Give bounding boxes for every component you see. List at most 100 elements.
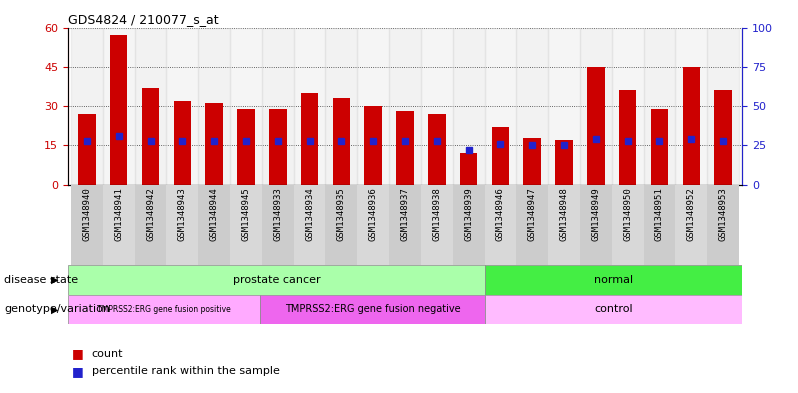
Text: ▶: ▶ — [51, 304, 58, 314]
Bar — [460, 153, 477, 185]
Bar — [612, 185, 643, 265]
Text: normal: normal — [595, 275, 634, 285]
Bar — [523, 138, 541, 185]
Text: GSM1348949: GSM1348949 — [591, 187, 600, 241]
Bar — [68, 295, 260, 324]
Bar — [580, 28, 612, 185]
Bar — [260, 295, 485, 324]
Bar — [174, 101, 191, 185]
Text: count: count — [92, 349, 123, 359]
Bar — [492, 127, 509, 185]
Bar — [167, 185, 198, 265]
Bar — [675, 185, 707, 265]
Text: TMPRSS2:ERG gene fusion negative: TMPRSS2:ERG gene fusion negative — [285, 305, 460, 314]
Bar — [294, 185, 326, 265]
Bar — [71, 185, 103, 265]
Bar — [358, 185, 389, 265]
Text: GSM1348935: GSM1348935 — [337, 187, 346, 241]
Text: GSM1348944: GSM1348944 — [210, 187, 219, 241]
Text: GSM1348945: GSM1348945 — [242, 187, 251, 241]
Bar — [269, 109, 286, 185]
Text: GSM1348936: GSM1348936 — [369, 187, 377, 241]
Bar — [198, 185, 230, 265]
Text: control: control — [595, 305, 633, 314]
Text: GSM1348947: GSM1348947 — [527, 187, 537, 241]
Bar — [619, 90, 636, 185]
Bar — [580, 185, 612, 265]
Bar — [135, 185, 167, 265]
Text: ■: ■ — [72, 347, 84, 360]
Bar — [675, 28, 707, 185]
Bar — [135, 28, 167, 185]
Bar — [237, 109, 255, 185]
Bar — [68, 265, 485, 295]
Bar — [643, 185, 675, 265]
Text: GSM1348948: GSM1348948 — [559, 187, 568, 241]
Text: disease state: disease state — [4, 275, 78, 285]
Bar — [587, 67, 605, 185]
Text: percentile rank within the sample: percentile rank within the sample — [92, 366, 279, 376]
Bar — [326, 28, 358, 185]
Text: GSM1348933: GSM1348933 — [273, 187, 282, 241]
Bar — [485, 295, 742, 324]
Bar — [198, 28, 230, 185]
Text: GSM1348943: GSM1348943 — [178, 187, 187, 241]
Text: GSM1348952: GSM1348952 — [687, 187, 696, 241]
Bar — [714, 90, 732, 185]
Bar — [397, 111, 413, 185]
Bar — [365, 106, 382, 185]
Bar — [548, 185, 580, 265]
Text: genotype/variation: genotype/variation — [4, 304, 110, 314]
Text: ■: ■ — [72, 365, 84, 378]
Bar — [452, 185, 484, 265]
Bar — [167, 28, 198, 185]
Bar — [142, 88, 160, 185]
Text: GSM1348951: GSM1348951 — [655, 187, 664, 241]
Bar — [389, 185, 421, 265]
Bar — [326, 185, 358, 265]
Bar — [358, 28, 389, 185]
Text: TMPRSS2:ERG gene fusion positive: TMPRSS2:ERG gene fusion positive — [97, 305, 231, 314]
Bar — [452, 28, 484, 185]
Bar — [643, 28, 675, 185]
Bar — [612, 28, 643, 185]
Bar — [650, 109, 668, 185]
Text: GSM1348940: GSM1348940 — [82, 187, 92, 241]
Bar — [516, 28, 548, 185]
Bar — [205, 103, 223, 185]
Bar — [428, 114, 445, 185]
Text: GSM1348939: GSM1348939 — [464, 187, 473, 241]
Bar — [294, 28, 326, 185]
Bar — [421, 28, 452, 185]
Bar — [71, 28, 103, 185]
Bar — [110, 35, 128, 185]
Bar — [682, 67, 700, 185]
Bar — [230, 185, 262, 265]
Bar — [548, 28, 580, 185]
Text: GSM1348938: GSM1348938 — [433, 187, 441, 241]
Text: GSM1348953: GSM1348953 — [718, 187, 728, 241]
Bar — [301, 93, 318, 185]
Bar — [707, 185, 739, 265]
Bar — [485, 265, 742, 295]
Bar — [516, 185, 548, 265]
Text: GSM1348941: GSM1348941 — [114, 187, 123, 241]
Bar — [555, 140, 573, 185]
Text: GSM1348950: GSM1348950 — [623, 187, 632, 241]
Bar — [484, 185, 516, 265]
Bar — [421, 185, 452, 265]
Bar — [484, 28, 516, 185]
Text: GSM1348934: GSM1348934 — [305, 187, 314, 241]
Text: GDS4824 / 210077_s_at: GDS4824 / 210077_s_at — [68, 13, 219, 26]
Bar — [103, 28, 135, 185]
Bar — [389, 28, 421, 185]
Bar — [230, 28, 262, 185]
Text: prostate cancer: prostate cancer — [233, 275, 320, 285]
Text: GSM1348942: GSM1348942 — [146, 187, 155, 241]
Text: GSM1348937: GSM1348937 — [401, 187, 409, 241]
Text: ▶: ▶ — [51, 275, 58, 285]
Bar — [103, 185, 135, 265]
Bar — [78, 114, 96, 185]
Bar — [262, 185, 294, 265]
Bar — [333, 98, 350, 185]
